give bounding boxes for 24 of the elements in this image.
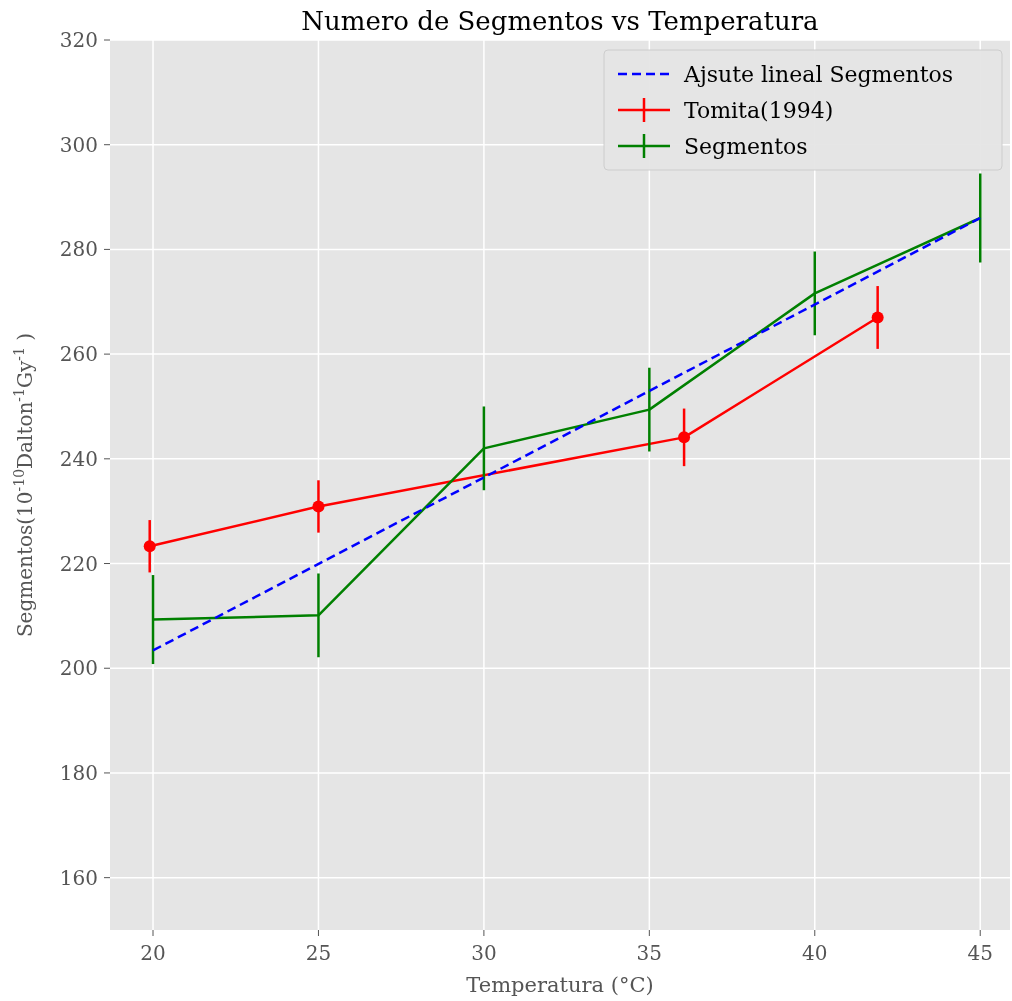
point bbox=[678, 431, 691, 444]
y-tick-label: 320 bbox=[59, 28, 98, 52]
y-tick-label: 200 bbox=[59, 656, 98, 681]
y-tick-label: 160 bbox=[59, 865, 98, 890]
x-tick-label: 35 bbox=[636, 941, 663, 965]
point bbox=[312, 500, 325, 513]
x-tick-label: 20 bbox=[140, 941, 166, 965]
chart-title: Numero de Segmentos vs Temperatura bbox=[301, 6, 819, 36]
y-tick-label: 240 bbox=[59, 446, 98, 471]
y-tick-label: 180 bbox=[59, 760, 98, 785]
y-tick-label: 260 bbox=[59, 342, 98, 367]
y-tick-label: 220 bbox=[59, 551, 98, 576]
x-tick-label: 45 bbox=[967, 941, 993, 965]
legend-label: Ajsute lineal Segmentos bbox=[683, 61, 954, 87]
legend-label: Segmentos bbox=[684, 133, 808, 159]
y-tick-label: 300 bbox=[59, 132, 98, 157]
x-tick-label: 25 bbox=[305, 941, 332, 965]
x-tick-label: 30 bbox=[471, 941, 497, 965]
y-tick-label: 280 bbox=[59, 237, 98, 262]
x-axis-title: Temperatura (°C) bbox=[466, 973, 654, 997]
legend-label: Tomita(1994) bbox=[684, 97, 834, 123]
point bbox=[143, 540, 156, 553]
point bbox=[871, 311, 884, 324]
x-tick-label: 40 bbox=[802, 941, 828, 965]
